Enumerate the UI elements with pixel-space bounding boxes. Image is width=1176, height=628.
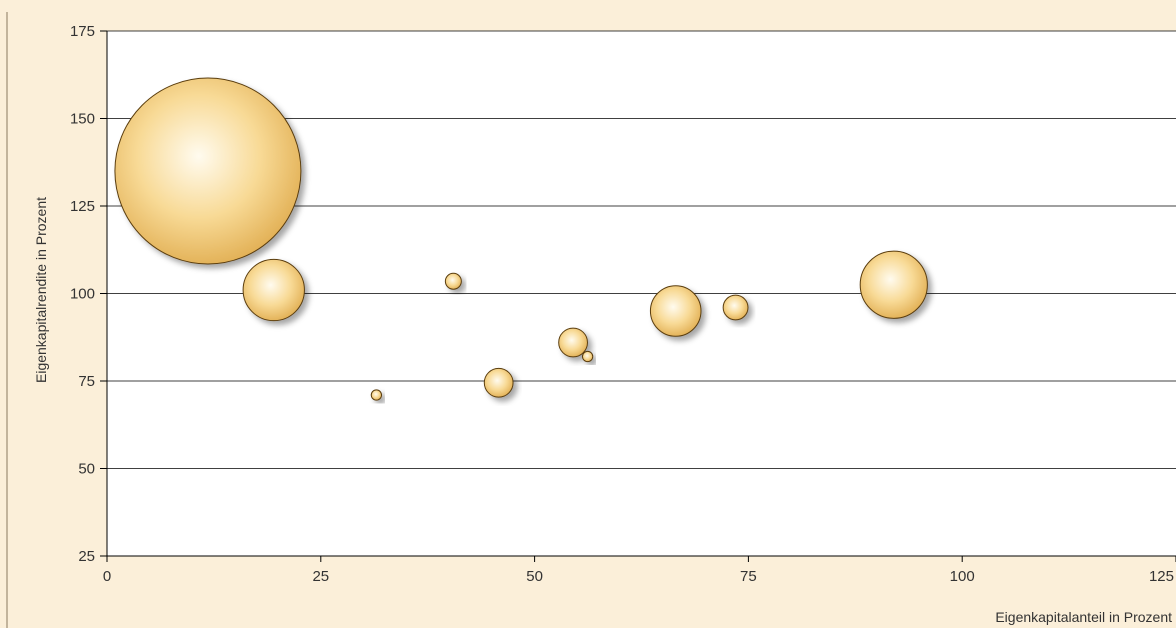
x-tick-label: 25 bbox=[312, 568, 329, 585]
bubble-point bbox=[445, 273, 461, 289]
bubble-point bbox=[860, 251, 927, 318]
x-tick-label: 50 bbox=[526, 568, 543, 585]
x-tick-label: 75 bbox=[740, 568, 757, 585]
x-tick-label: 125 bbox=[1149, 568, 1174, 585]
x-axis-title: Eigenkapitalanteil in Prozent bbox=[995, 609, 1172, 625]
y-tick-label: 25 bbox=[78, 548, 95, 565]
y-tick-label: 50 bbox=[78, 461, 95, 478]
x-tick-label: 100 bbox=[950, 568, 975, 585]
y-tick-label: 175 bbox=[70, 23, 95, 40]
y-tick-label: 75 bbox=[78, 373, 95, 390]
bubble-point bbox=[559, 328, 588, 357]
x-tick-label: 0 bbox=[103, 568, 111, 585]
bubble-point bbox=[484, 368, 513, 397]
bubble-point bbox=[650, 286, 701, 337]
bubble-point bbox=[115, 78, 301, 264]
y-tick-label: 125 bbox=[70, 198, 95, 215]
y-axis-title: Eigenkapitalrendite in Prozent bbox=[33, 197, 49, 383]
y-tick-label: 150 bbox=[70, 111, 95, 128]
y-tick-label: 100 bbox=[70, 286, 95, 303]
bubble-point bbox=[371, 390, 381, 400]
bubble-point bbox=[243, 259, 304, 320]
bubble-point bbox=[723, 295, 748, 320]
bubble-point bbox=[582, 351, 592, 361]
